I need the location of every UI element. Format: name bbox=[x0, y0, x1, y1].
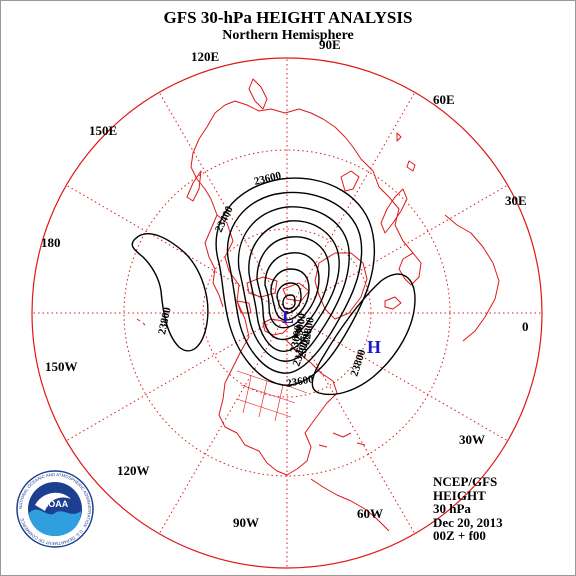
contour-label: 23200 bbox=[296, 330, 313, 360]
contour-22800 bbox=[256, 236, 330, 341]
lon-label-60w: 60W bbox=[357, 506, 383, 521]
info-time: 00Z + f00 bbox=[433, 528, 486, 543]
meridian-120w bbox=[158, 312, 288, 535]
contour-23800-east bbox=[311, 273, 416, 396]
state-line-4 bbox=[258, 380, 268, 418]
contour-23000 bbox=[248, 220, 340, 352]
contour-22000 bbox=[282, 294, 296, 310]
africa-coast bbox=[444, 214, 500, 342]
north-america-coast bbox=[216, 214, 338, 476]
us-border bbox=[236, 370, 308, 394]
longitude-labels: 120E 90E 60E 150E 30E 180 0 150W 30W 120… bbox=[41, 37, 529, 530]
iceland bbox=[384, 296, 402, 310]
contour-23600-outer bbox=[215, 177, 376, 386]
meridian-150e bbox=[65, 184, 288, 314]
coastlines bbox=[136, 78, 500, 532]
hudson-bay bbox=[262, 318, 290, 336]
meridian-30w bbox=[286, 312, 509, 442]
greenland bbox=[314, 252, 368, 320]
novaya-zemlya bbox=[340, 170, 360, 192]
lon-label-60e: 60E bbox=[433, 92, 455, 107]
lon-label-120e: 120E bbox=[191, 49, 219, 64]
meridian-150w bbox=[65, 312, 288, 442]
eurasia-coast bbox=[224, 100, 414, 254]
latitude-circle-60n bbox=[202, 228, 372, 398]
contour-label: 23600 bbox=[285, 373, 315, 390]
graticule bbox=[32, 58, 542, 568]
meridian-60w bbox=[286, 312, 416, 535]
lon-label-120w: 120W bbox=[117, 463, 150, 478]
page-subtitle: Northern Hemisphere bbox=[222, 28, 354, 43]
lon-label-150w: 150W bbox=[45, 359, 78, 374]
contour-label: 23800 bbox=[156, 306, 174, 336]
contour-labels: 23600 23400 23800 23800 23000 22800 2300… bbox=[156, 169, 368, 389]
lon-label-0: 0 bbox=[522, 319, 529, 334]
lon-label-30w: 30W bbox=[459, 432, 485, 447]
scandinavia bbox=[380, 188, 408, 234]
contour-23400 bbox=[226, 191, 363, 374]
contour-22200 bbox=[276, 282, 302, 314]
low-pressure-label: L bbox=[282, 307, 294, 327]
state-line-2 bbox=[236, 398, 292, 418]
meridian-30e bbox=[286, 184, 509, 314]
contour-23800-pacific bbox=[131, 233, 209, 352]
info-field: HEIGHT bbox=[433, 487, 486, 503]
meridian-60e bbox=[286, 91, 416, 314]
contour-label: 23000 bbox=[292, 312, 309, 342]
us-state-lines bbox=[236, 370, 308, 422]
kamchatka bbox=[186, 170, 202, 202]
state-line-5 bbox=[274, 384, 284, 422]
lon-label-30e: 30E bbox=[505, 193, 527, 208]
contour-label: 23000 bbox=[288, 324, 305, 354]
contour-label: 22800 bbox=[300, 316, 317, 346]
height-contours bbox=[131, 177, 416, 396]
meridian-120e bbox=[158, 91, 288, 314]
lon-label-150e: 150E bbox=[89, 123, 117, 138]
contour-22600 bbox=[264, 252, 320, 329]
noaa-logo: NATIONAL OCEANIC AND ATMOSPHERIC ADMINIS… bbox=[16, 470, 94, 548]
alaska-coast bbox=[204, 214, 224, 308]
info-source: NCEP/GFS bbox=[433, 474, 498, 489]
info-block: NCEP/GFS HEIGHT 30 hPa Dec 20, 2013 00Z … bbox=[433, 475, 503, 543]
lon-label-90e: 90E bbox=[319, 37, 341, 52]
europe-coast bbox=[398, 252, 422, 286]
caribbean-islands bbox=[318, 432, 366, 448]
south-america-coast bbox=[310, 478, 390, 532]
info-level: 30 hPa bbox=[433, 501, 471, 516]
lon-label-90w: 90W bbox=[233, 515, 259, 530]
equator-circle bbox=[31, 57, 543, 569]
logo-wordmark: NOAA bbox=[42, 499, 69, 509]
central-asia-lakes bbox=[396, 132, 416, 172]
info-date: Dec 20, 2013 bbox=[433, 514, 503, 530]
state-line-3 bbox=[242, 376, 252, 414]
high-pressure-label: H bbox=[367, 337, 381, 357]
contour-23200 bbox=[237, 206, 350, 362]
japan bbox=[248, 78, 268, 110]
contour-label: 23600 bbox=[253, 169, 283, 187]
siberia-coast bbox=[190, 104, 226, 216]
hawaii-islands bbox=[136, 318, 146, 326]
lon-label-180: 180 bbox=[41, 235, 61, 250]
contour-22400 bbox=[270, 268, 310, 321]
page-title: GFS 30-hPa HEIGHT ANALYSIS bbox=[163, 8, 413, 27]
contour-label: 23800 bbox=[348, 348, 368, 378]
state-line-1 bbox=[240, 384, 296, 404]
